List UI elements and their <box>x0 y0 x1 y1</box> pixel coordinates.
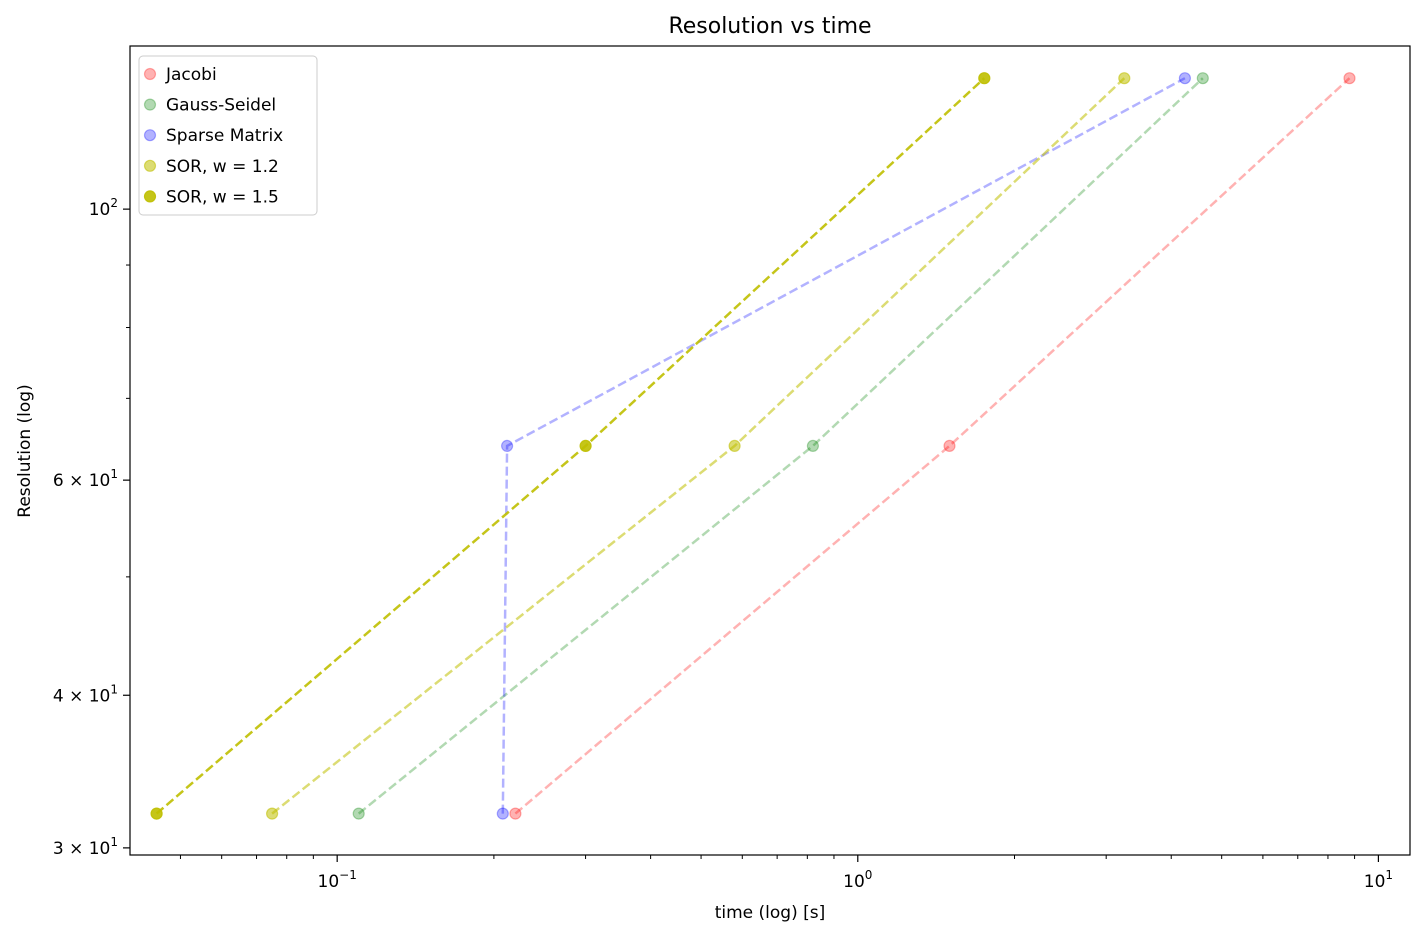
data-point <box>728 439 741 452</box>
data-point <box>496 807 509 820</box>
legend-marker <box>143 190 157 203</box>
data-point <box>579 439 592 452</box>
data-point <box>266 807 279 820</box>
data-point <box>1118 72 1131 85</box>
series-4 <box>150 72 991 820</box>
legend-item: SOR, w = 1.2 <box>143 157 279 177</box>
y-tick-label: 3 × 101 <box>53 835 118 859</box>
legend-marker <box>143 98 157 111</box>
axes-layer: 10−1 100 101 3 × 101 4 × 101 6 × 101 102 <box>53 45 1411 892</box>
data-point <box>1196 72 1209 85</box>
data-point <box>352 807 365 820</box>
data-point <box>943 439 956 452</box>
series-line <box>271 77 1126 815</box>
legend-label: Gauss-Seidel <box>166 96 276 116</box>
series-3 <box>266 72 1131 820</box>
y-tick-label: 6 × 101 <box>53 467 118 491</box>
legend-marker <box>143 67 157 81</box>
y-tick-label: 102 <box>89 196 118 220</box>
legend-marker <box>143 129 157 142</box>
series-layer <box>150 72 1356 820</box>
legend-item: Jacobi <box>143 65 217 85</box>
x-axis-label: time (log) [s] <box>715 903 826 923</box>
series-line <box>501 77 1186 814</box>
legend-marker <box>143 159 157 172</box>
data-point <box>150 807 163 820</box>
legend-label: SOR, w = 1.5 <box>166 187 279 207</box>
data-point <box>501 439 514 452</box>
data-point <box>806 439 820 452</box>
data-point <box>1343 72 1356 85</box>
series-0 <box>509 72 1356 820</box>
series-line <box>514 77 1351 815</box>
x-tick-label: 100 <box>843 868 872 892</box>
legend-item: Gauss-Seidel <box>143 96 276 116</box>
chart-title: Resolution vs time <box>668 14 871 39</box>
series-1 <box>352 72 1209 820</box>
legend-label: SOR, w = 1.2 <box>166 157 279 177</box>
legend-item: Sparse Matrix <box>143 126 283 146</box>
axes-frame <box>129 45 1411 856</box>
legend-label: Jacobi <box>165 65 217 85</box>
data-point <box>509 807 522 820</box>
data-point <box>978 72 991 85</box>
legend-item: SOR, w = 1.5 <box>143 187 279 207</box>
y-tick-label: 4 × 101 <box>53 682 118 706</box>
legend: Jacobi Gauss-Seidel Sparse Matrix SOR, w = … <box>138 55 318 216</box>
x-tick-label: 10−1 <box>318 868 357 892</box>
legend-frame <box>138 55 318 216</box>
x-tick-label: 101 <box>1364 868 1393 892</box>
data-point <box>1178 72 1192 85</box>
series-line <box>357 77 1204 815</box>
legend-label: Sparse Matrix <box>166 126 283 146</box>
series-2 <box>496 72 1192 820</box>
y-axis-label: Resolution (log) <box>15 384 35 517</box>
